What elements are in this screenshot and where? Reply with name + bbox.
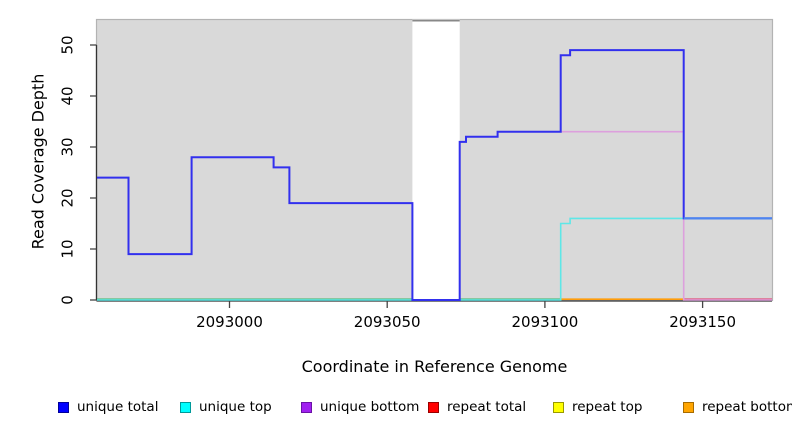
repeat-bottom-swatch-icon (683, 401, 694, 413)
legend-label: repeat top (572, 399, 643, 415)
y-tick-label: 0 (59, 295, 77, 305)
repeat-total-swatch-icon (428, 401, 439, 413)
series-unique-top-line (97, 217, 772, 301)
legend-label: repeat bottom (702, 399, 792, 415)
unique-top-swatch-icon (180, 401, 191, 413)
legend-label: repeat total (447, 399, 527, 415)
legend-item-repeat-total: repeat total (428, 399, 526, 415)
x-tick-label: 2093100 (511, 313, 578, 331)
legend-item-unique-total: unique total (58, 399, 158, 415)
legend-item-unique-top: unique top (180, 399, 272, 415)
coverage-gap-band (412, 19, 460, 300)
y-tick-label: 30 (59, 137, 77, 156)
unique-bottom-swatch-icon (301, 401, 312, 413)
legend-label: unique total (77, 399, 159, 415)
y-tick-label: 50 (59, 35, 77, 54)
legend-label: unique top (199, 399, 272, 415)
legend-label: unique bottom (320, 399, 420, 415)
chart-plot-area: 0 10 20 30 40 50 2093000 2093050 2093100 2093150 (59, 18, 774, 331)
legend-item-repeat-bottom: repeat bottom (683, 399, 792, 415)
legend-item-unique-bottom: unique bottom (301, 399, 419, 415)
x-axis-title: Coordinate in Reference Genome (301, 357, 568, 376)
x-tick-label: 2093050 (354, 313, 421, 331)
y-axis-title: Read Coverage Depth (28, 73, 48, 250)
x-tick-label: 2093000 (196, 313, 263, 331)
repeat-top-swatch-icon (553, 401, 564, 413)
unique-total-swatch-icon (58, 401, 69, 413)
x-tick-label: 2093150 (669, 313, 736, 331)
legend-item-repeat-top: repeat top (553, 399, 642, 415)
chart-svg: 0 10 20 30 40 50 2093000 2093050 2093100 2093150 (59, 18, 774, 331)
y-tick-label: 10 (59, 239, 77, 258)
series-unique-total-line (97, 49, 772, 301)
y-tick-label: 20 (59, 188, 77, 207)
y-tick-label: 40 (59, 86, 77, 105)
